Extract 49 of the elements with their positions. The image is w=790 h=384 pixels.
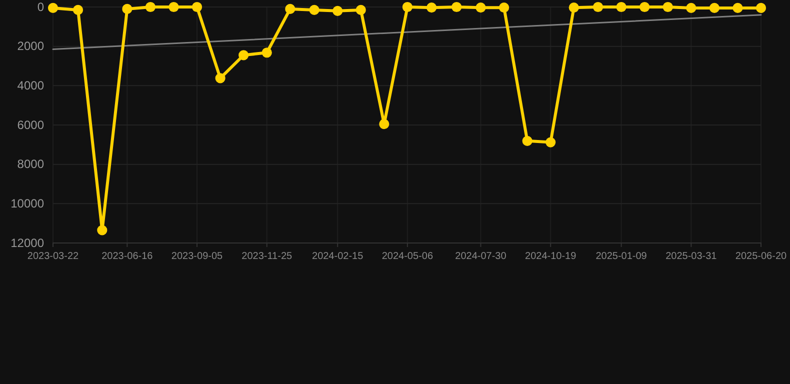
point [426, 2, 437, 13]
point [522, 136, 532, 146]
point [568, 2, 579, 13]
y-tick-label: 12000 [10, 236, 44, 250]
point [238, 50, 249, 60]
y-tick-label: 10000 [10, 196, 44, 211]
point [48, 2, 58, 14]
point [285, 4, 296, 14]
x-tick-label: 2023-11-25 [242, 251, 293, 262]
y-tick-label: 2000 [17, 39, 44, 54]
y-tick-label: 4000 [17, 78, 44, 93]
x-tick-label: 2024-02-15 [312, 251, 364, 262]
x-tick-label: 2024-10-19 [525, 251, 577, 262]
point [732, 2, 743, 14]
x-tick-label: 2025-03-31 [666, 251, 718, 262]
point [262, 48, 272, 58]
point [402, 2, 412, 12]
point [640, 2, 650, 12]
y-tick-label: 8000 [17, 157, 44, 172]
point [122, 4, 132, 14]
point [498, 2, 510, 13]
point [168, 2, 179, 12]
point [709, 2, 720, 14]
point [452, 2, 462, 12]
y-tick-label: 6000 [17, 118, 44, 132]
point [756, 2, 766, 14]
point [379, 118, 390, 130]
point [616, 2, 626, 12]
x-tick-label: 2023-09-05 [171, 251, 224, 262]
point [72, 4, 84, 15]
point [145, 2, 156, 12]
x-tick-label: 2025-06-20 [735, 251, 788, 262]
point [309, 4, 320, 15]
x-tick-label: 2025-01-09 [596, 251, 648, 262]
x-tick-label: 2023-06-16 [102, 251, 154, 262]
point [192, 2, 202, 12]
point [215, 73, 226, 84]
point [686, 2, 696, 14]
point [476, 2, 486, 13]
x-tick-label: 2024-07-30 [455, 251, 507, 262]
y-tick-label: 0 [37, 0, 44, 14]
x-tick-label: 2024-05-06 [382, 251, 434, 262]
point [332, 6, 343, 16]
x-tick-label: 2023-03-22 [27, 251, 80, 262]
point [356, 4, 366, 15]
point [546, 137, 556, 148]
point [97, 225, 108, 236]
point [592, 2, 604, 12]
point [662, 2, 673, 12]
